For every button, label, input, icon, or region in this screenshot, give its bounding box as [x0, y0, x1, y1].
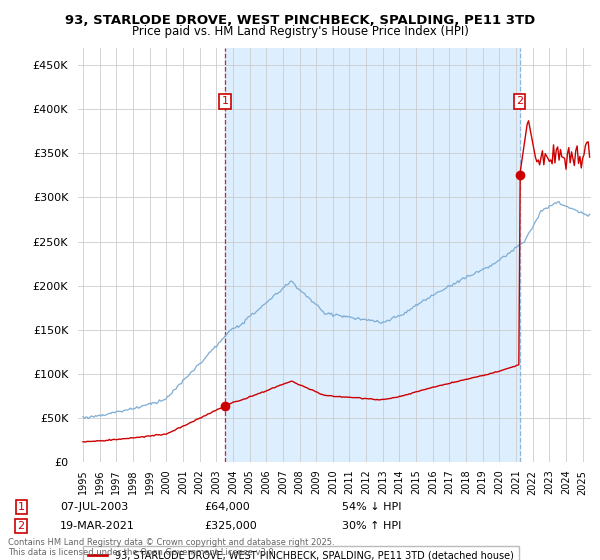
Text: £64,000: £64,000 — [204, 502, 250, 512]
Text: 54% ↓ HPI: 54% ↓ HPI — [342, 502, 401, 512]
Text: 1: 1 — [221, 96, 229, 106]
Text: 1: 1 — [17, 502, 25, 512]
Text: 30% ↑ HPI: 30% ↑ HPI — [342, 521, 401, 531]
Bar — [225, 48, 520, 462]
Text: Price paid vs. HM Land Registry's House Price Index (HPI): Price paid vs. HM Land Registry's House … — [131, 25, 469, 38]
Text: 93, STARLODE DROVE, WEST PINCHBECK, SPALDING, PE11 3TD: 93, STARLODE DROVE, WEST PINCHBECK, SPAL… — [65, 14, 535, 27]
Text: 07-JUL-2003: 07-JUL-2003 — [60, 502, 128, 512]
Text: 2: 2 — [516, 96, 523, 106]
Text: 2: 2 — [17, 521, 25, 531]
Legend: 93, STARLODE DROVE, WEST PINCHBECK, SPALDING, PE11 3TD (detached house), HPI: Av: 93, STARLODE DROVE, WEST PINCHBECK, SPAL… — [83, 545, 518, 560]
Text: £325,000: £325,000 — [204, 521, 257, 531]
Text: Contains HM Land Registry data © Crown copyright and database right 2025.
This d: Contains HM Land Registry data © Crown c… — [8, 538, 334, 557]
Text: 19-MAR-2021: 19-MAR-2021 — [60, 521, 135, 531]
